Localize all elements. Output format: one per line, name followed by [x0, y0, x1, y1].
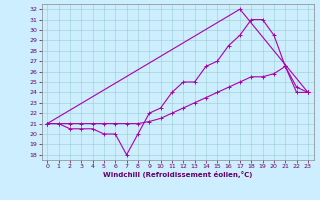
- X-axis label: Windchill (Refroidissement éolien,°C): Windchill (Refroidissement éolien,°C): [103, 171, 252, 178]
